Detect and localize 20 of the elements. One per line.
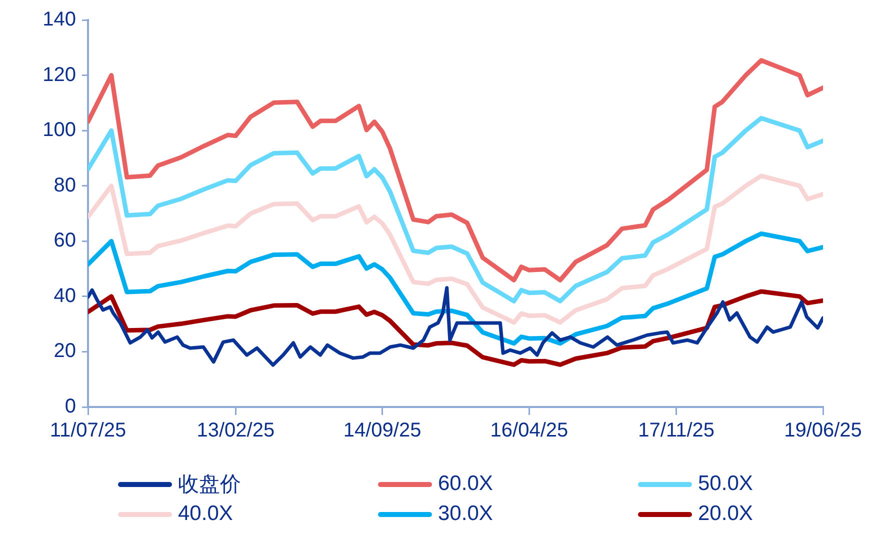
y-tick-label: 20 <box>54 340 76 362</box>
y-tick-label: 80 <box>54 174 76 196</box>
x-tick-label: 17/11/25 <box>638 420 715 442</box>
y-tick-label: 120 <box>42 64 76 86</box>
x-tick-label: 11/07/25 <box>50 420 126 442</box>
legend-label: 20.0X <box>698 502 753 526</box>
y-tick-label: 60 <box>54 230 76 252</box>
x-tick-label: 19/06/25 <box>784 420 862 442</box>
legend-label: 50.0X <box>698 472 753 496</box>
legend-label: 40.0X <box>178 502 233 526</box>
x-tick-label: 14/09/25 <box>343 420 422 442</box>
legend-label: 60.0X <box>438 472 493 496</box>
y-tick-label: 100 <box>42 119 76 142</box>
y-tick-label: 0 <box>64 396 76 418</box>
x-tick-label: 13/02/25 <box>196 420 275 442</box>
legend-label: 30.0X <box>438 502 493 526</box>
y-tick-label: 40 <box>54 284 76 307</box>
x-tick-label: 16/04/25 <box>490 420 568 442</box>
y-tick-label: 140 <box>42 8 76 31</box>
legend-label: 收盘价 <box>178 472 241 498</box>
